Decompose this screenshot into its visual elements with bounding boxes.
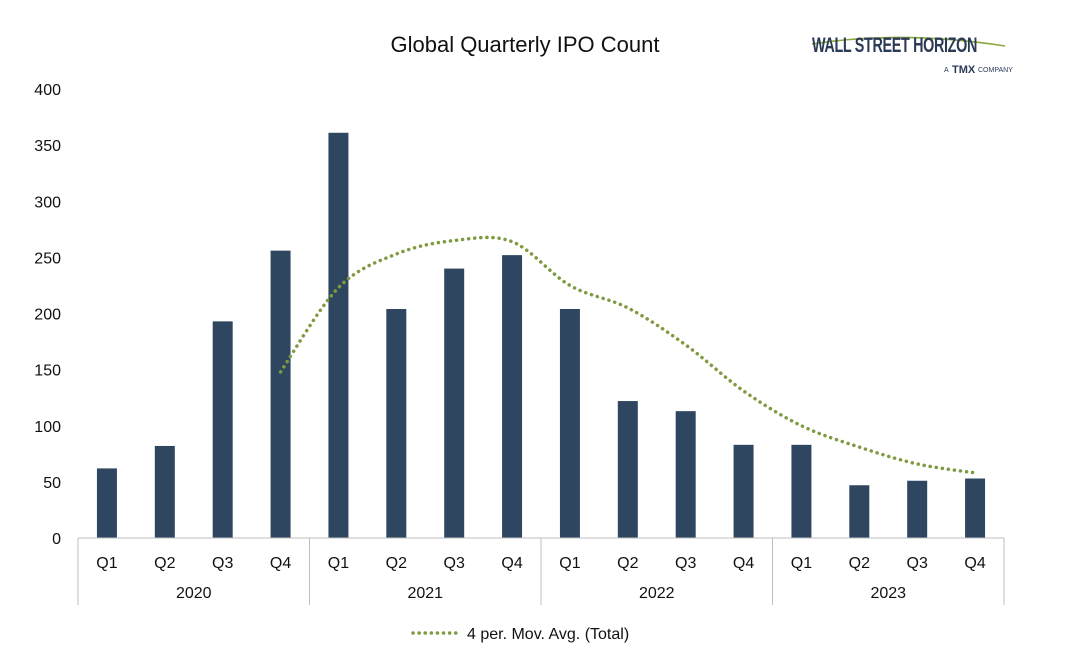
- x-tick-label: Q2: [617, 555, 638, 572]
- year-label: 2021: [407, 585, 443, 602]
- bar: [907, 480, 928, 538]
- bar: [212, 321, 233, 538]
- bar-series: [96, 132, 986, 538]
- y-tick-label: 350: [34, 138, 61, 155]
- trendline: [278, 235, 977, 475]
- bar: [96, 468, 117, 538]
- bar: [849, 485, 870, 538]
- y-tick-label: 200: [34, 307, 61, 324]
- bar: [965, 478, 986, 538]
- logo-tagline-a: A: [944, 67, 949, 74]
- x-tick-label: Q2: [386, 555, 407, 572]
- x-tick-label: Q3: [444, 555, 465, 572]
- x-tick-label: Q1: [328, 555, 349, 572]
- bar: [270, 250, 291, 538]
- chart-title: Global Quarterly IPO Count: [390, 32, 659, 57]
- legend-trend-label: 4 per. Mov. Avg. (Total): [467, 626, 629, 643]
- year-label: 2023: [870, 585, 906, 602]
- x-tick-label: Q1: [559, 555, 580, 572]
- x-axis: Q1 Q2 Q3 Q4 Q1 Q2 Q3 Q4 Q1 Q2 Q3 Q4 Q1 Q2 Q3 Q4 2020 2021…: [77, 537, 1005, 605]
- logo-tagline-tmx: TMX: [952, 64, 976, 76]
- trendline-series: [278, 235, 977, 475]
- y-tick-label: 300: [34, 194, 61, 211]
- y-axis: 0 50 100 150 200 250 300 350 400: [34, 82, 61, 548]
- x-tick-label: Q1: [96, 555, 117, 572]
- year-label: 2020: [176, 585, 212, 602]
- bar: [675, 411, 696, 538]
- x-tick-label: Q2: [849, 555, 870, 572]
- logo-horizon-swoosh-icon: [811, 36, 1006, 47]
- x-tick-label: Q3: [212, 555, 233, 572]
- x-tick-label: Q4: [501, 555, 522, 572]
- y-tick-label: 400: [34, 82, 61, 99]
- x-tick-label: Q2: [154, 555, 175, 572]
- x-tick-label: Q4: [964, 555, 985, 572]
- bar: [444, 268, 465, 538]
- y-tick-label: 50: [43, 475, 61, 492]
- y-tick-label: 100: [34, 419, 61, 436]
- bar: [328, 132, 349, 538]
- x-tick-label: Q3: [675, 555, 696, 572]
- x-tick-label: Q1: [791, 555, 812, 572]
- bar: [791, 444, 812, 538]
- x-tick-label: Q4: [270, 555, 291, 572]
- year-label: 2022: [639, 585, 675, 602]
- bar: [559, 309, 580, 538]
- y-tick-label: 150: [34, 363, 61, 380]
- y-tick-label: 250: [34, 250, 61, 267]
- bar: [617, 401, 638, 538]
- y-tick-label: 0: [52, 531, 61, 548]
- logo-text: WALL STREET HORIZON: [812, 34, 977, 57]
- logo-tagline-company: COMPANY: [978, 67, 1013, 74]
- legend: 4 per. Mov. Avg. (Total): [411, 626, 629, 643]
- x-tick-label: Q3: [907, 555, 928, 572]
- bar: [502, 255, 523, 538]
- bar: [154, 445, 175, 538]
- x-tick-label: Q4: [733, 555, 754, 572]
- wall-street-horizon-logo: WALL STREET HORIZON A TMX COMPANY: [811, 34, 1013, 76]
- bar: [733, 444, 754, 538]
- bar: [386, 309, 407, 538]
